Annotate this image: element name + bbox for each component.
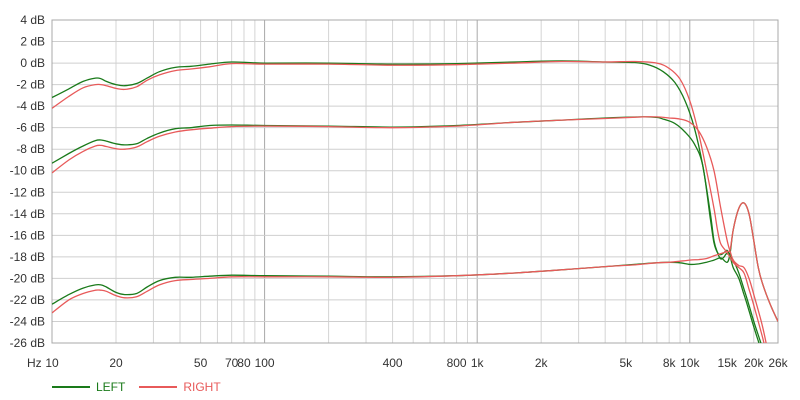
y-tick-label: 0 dB: [20, 56, 45, 70]
y-tick-label: -10 dB: [10, 164, 45, 178]
x-tick-label: 15k: [718, 356, 738, 370]
x-tick-label: 10k: [680, 356, 700, 370]
x-tick-label: 50: [194, 356, 208, 370]
series-right-curve-1: [52, 60, 765, 343]
series-right-curve-3: [52, 202, 778, 322]
x-tick-label: 8k: [663, 356, 677, 370]
y-tick-label: -22 dB: [10, 293, 45, 307]
legend-swatch: [52, 386, 90, 388]
x-tick-label: 2k: [535, 356, 549, 370]
legend-label: LEFT: [96, 380, 126, 394]
plot-border: [51, 19, 779, 344]
x-tick-label: 800: [447, 356, 467, 370]
y-tick-label: -8 dB: [16, 142, 45, 156]
legend-label: RIGHT: [183, 380, 221, 394]
y-tick-label: -26 dB: [10, 336, 45, 350]
y-tick-label: -6 dB: [16, 121, 45, 135]
series-right: [52, 60, 778, 343]
legend-item-left: LEFT: [52, 380, 125, 394]
axis-labels: Hz 4 dB 2 dB 0 dB -2 dB -4 dB -6 dB -8 dB -10 d…: [10, 13, 789, 370]
series-lines: [52, 60, 778, 343]
y-tick-label: -14 dB: [10, 207, 45, 221]
y-tick-label: -16 dB: [10, 228, 45, 242]
y-tick-label: -20 dB: [10, 271, 45, 285]
x-tick-label: 10: [45, 356, 59, 370]
y-tick-label: -2 dB: [16, 78, 45, 92]
x-tick-label: 5k: [619, 356, 633, 370]
legend: LEFT RIGHT: [52, 378, 235, 396]
x-tick-label: 70: [225, 356, 239, 370]
x-tick-label: 26k: [768, 356, 788, 370]
legend-swatch: [139, 386, 178, 388]
x-tick-label: 100: [255, 356, 275, 370]
x-tick-label: 20: [109, 356, 123, 370]
y-tick-label: 2 dB: [20, 35, 45, 49]
y-tick-label: -18 dB: [10, 250, 45, 264]
legend-item-right: RIGHT: [139, 380, 221, 394]
series-right-curve-2: [52, 116, 767, 343]
y-tick-label: -12 dB: [10, 185, 45, 199]
x-tick-label: 1k: [471, 356, 485, 370]
y-tick-label: 4 dB: [20, 13, 45, 27]
x-axis-label: Hz: [27, 356, 42, 370]
y-tick-label: -24 dB: [10, 314, 45, 328]
y-tick-label: -4 dB: [16, 99, 45, 113]
grid: [51, 19, 779, 344]
x-tick-label: 400: [383, 356, 403, 370]
x-tick-label: 20k: [744, 356, 764, 370]
x-tick-label: 80: [237, 356, 251, 370]
